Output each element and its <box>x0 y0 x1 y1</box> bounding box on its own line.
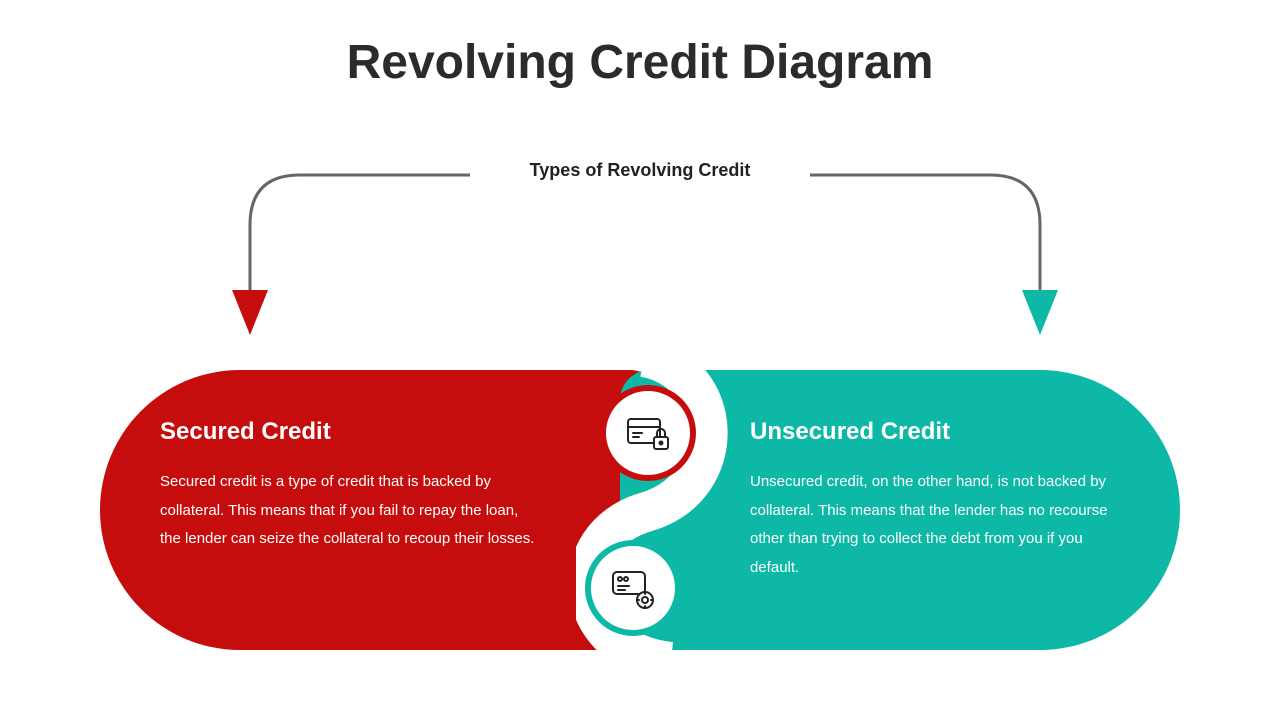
arrow-right <box>1022 290 1058 335</box>
card-unsecured: Unsecured Credit Unsecured credit, on th… <box>620 370 1180 650</box>
card-secured-body: Secured credit is a type of credit that … <box>160 468 540 554</box>
branch-connector <box>0 165 1280 365</box>
card-lock-icon <box>600 385 696 481</box>
card-key-icon <box>585 540 681 636</box>
card-secured-heading: Secured Credit <box>160 418 540 446</box>
page-title: Revolving Credit Diagram <box>0 35 1280 90</box>
card-unsecured-body: Unsecured credit, on the other hand, is … <box>750 468 1130 582</box>
card-secured: Secured Credit Secured credit is a type … <box>100 370 660 650</box>
cards-container: Secured Credit Secured credit is a type … <box>100 370 1180 660</box>
subtitle: Types of Revolving Credit <box>0 160 1280 181</box>
arrow-left <box>232 290 268 335</box>
card-unsecured-heading: Unsecured Credit <box>750 418 1130 446</box>
